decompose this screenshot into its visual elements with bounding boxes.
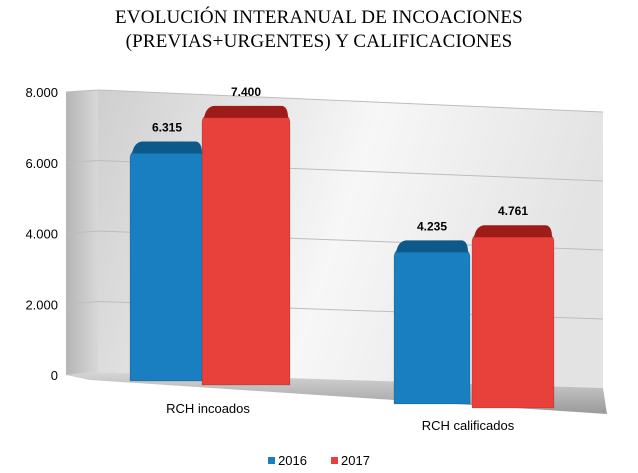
bar-top-2017-1 [474, 225, 552, 238]
bar-top-2016-0 [132, 141, 202, 154]
floor [66, 372, 607, 414]
chart-title-line-1: EVOLUCIÓN INTERANUAL DE INCOACIONES [115, 7, 523, 28]
y-tick-label: 0 [51, 368, 58, 383]
side-gridline-2 [65, 230, 99, 234]
x-tick-label: RCH incoados [166, 401, 250, 416]
y-tick-label: 6.000 [25, 156, 58, 171]
chart-title: EVOLUCIÓN INTERANUAL DE INCOACIONES (PRE… [0, 6, 638, 54]
y-tick-label: 8.000 [25, 85, 58, 100]
data-label: 4.761 [498, 204, 528, 218]
side-gridline-4 [65, 89, 99, 93]
side-gridline-3 [65, 160, 99, 164]
bar-2016-0 [129, 150, 205, 382]
legend-swatch-2016 [268, 457, 276, 464]
data-label: 7.400 [231, 85, 261, 99]
bar-2016-1 [393, 248, 471, 405]
bar-top-2017-0 [204, 105, 288, 118]
data-label: 4.235 [417, 219, 447, 233]
chart-title-line-2: (PREVIAS+URGENTES) Y CALIFICACIONES [125, 31, 513, 52]
data-label: 6.315 [152, 121, 182, 135]
bar-2017-1 [471, 233, 555, 409]
legend-label-2016: 2016 [278, 453, 307, 468]
legend-label-2017: 2017 [341, 453, 370, 468]
legend-item-2016: 2016 [268, 453, 307, 468]
legend-swatch-2017 [331, 457, 338, 464]
bar-top-2016-1 [396, 240, 468, 253]
side-gridline-1 [65, 301, 99, 305]
bar-2017-0 [201, 114, 291, 386]
gridline-4 [97, 89, 604, 113]
legend: 2016 2017 [0, 453, 638, 468]
y-tick-label: 4.000 [25, 227, 58, 242]
legend-item-2017: 2017 [331, 453, 370, 468]
y-tick-label: 2.000 [25, 297, 58, 312]
x-tick-label: RCH calificados [422, 418, 515, 433]
